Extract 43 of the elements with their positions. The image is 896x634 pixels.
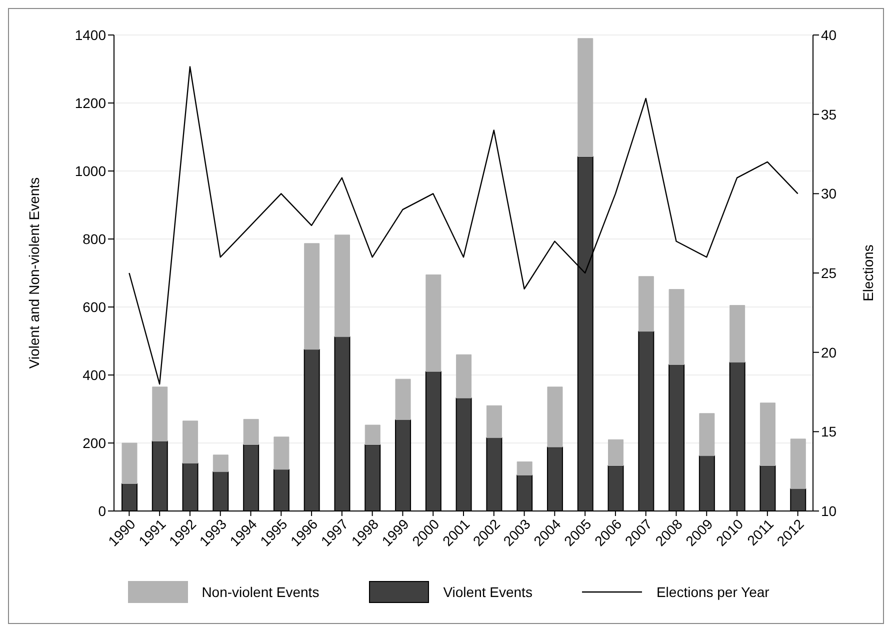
y2-tick-label: 40 — [821, 26, 837, 43]
bar — [304, 243, 320, 350]
legend-label: Elections per Year — [656, 584, 770, 600]
bar — [668, 289, 684, 366]
bar — [182, 420, 198, 464]
bar — [364, 424, 380, 445]
bar — [456, 354, 472, 398]
legend-label: Violent Events — [443, 584, 532, 600]
y-tick-label: 600 — [82, 298, 106, 315]
y2-tick-label: 30 — [821, 186, 837, 202]
bar — [212, 454, 228, 472]
y2-axis-title: Elections — [860, 244, 876, 302]
y-tick-label: 1400 — [74, 26, 106, 43]
y-axis-title: Violent and Non-violent Events — [26, 177, 42, 369]
y-tick-label: 0 — [98, 502, 106, 519]
y2-tick-label: 15 — [821, 424, 837, 440]
y2-tick-label: 20 — [821, 344, 837, 360]
bar — [516, 461, 532, 476]
bar — [638, 276, 654, 332]
y-tick-label: 1200 — [74, 94, 106, 111]
bar — [243, 418, 259, 445]
y-tick-label: 800 — [82, 230, 106, 247]
bar — [699, 413, 715, 456]
bar — [608, 439, 624, 466]
bar — [760, 402, 776, 466]
bar — [395, 378, 411, 420]
y-tick-label: 200 — [82, 434, 106, 451]
y-tick-label: 400 — [82, 366, 106, 383]
bar — [274, 436, 290, 470]
bar — [486, 405, 502, 438]
bar — [426, 274, 442, 372]
bar — [122, 442, 138, 484]
bar — [730, 305, 746, 363]
y2-tick-label: 35 — [821, 106, 837, 122]
bar — [547, 386, 563, 448]
bar — [152, 386, 168, 442]
bar — [334, 234, 350, 338]
legend-label: Non-violent Events — [202, 584, 320, 600]
y2-tick-label: 25 — [821, 264, 837, 281]
bar — [578, 38, 594, 157]
y-tick-label: 1000 — [74, 162, 106, 179]
y2-tick-label: 10 — [821, 502, 837, 519]
bar — [790, 438, 806, 490]
